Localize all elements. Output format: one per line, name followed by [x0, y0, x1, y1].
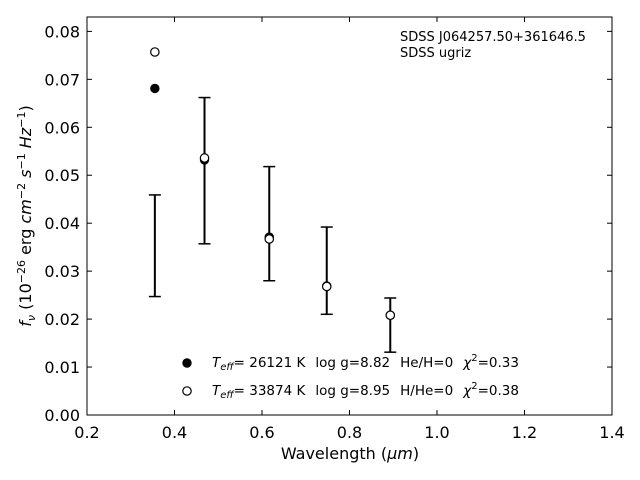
annotation-object-name: SDSS J064257.50+361646.5 — [400, 30, 586, 45]
x-tick-label: 1.2 — [512, 423, 537, 442]
x-tick-label: 1.4 — [599, 423, 624, 442]
y-axis-label: fν (10−26 erg cm−2 s−1 Hz−1) — [15, 105, 38, 326]
x-tick-label: 0.8 — [337, 423, 362, 442]
y-tick-label: 0.00 — [44, 406, 80, 425]
model-point-filled — [150, 83, 160, 94]
y-tick-label: 0.01 — [44, 358, 80, 377]
y-tick-label: 0.04 — [44, 214, 80, 233]
x-tick-label: 0.6 — [249, 423, 274, 442]
plot-frame — [86, 16, 613, 416]
data-points — [150, 47, 396, 321]
annotation-filters: SDSS ugriz — [400, 46, 471, 61]
y-tick-label: 0.05 — [44, 166, 80, 185]
x-axis-label: Wavelength (μm) — [281, 444, 419, 463]
model-point-open — [385, 310, 396, 321]
legend-marker-filled — [182, 358, 192, 368]
x-tick-label: 1.0 — [424, 423, 449, 442]
model-point-open — [150, 47, 160, 57]
legend-marker-open — [182, 386, 192, 396]
axis-ticks: 0.2 0.4 0.6 0.8 1.0 1.2 1.4 0.00 0.01 0.02 0.03 0.0… — [44, 17, 625, 442]
y-tick-label: 0.08 — [44, 22, 80, 41]
model-point-open — [321, 281, 332, 292]
x-tick-label: 0.2 — [74, 423, 99, 442]
y-tick-label: 0.06 — [44, 118, 80, 137]
y-tick-label: 0.02 — [44, 310, 80, 329]
error-bars — [148, 96, 397, 353]
model-point-open — [264, 234, 275, 244]
y-tick-label: 0.07 — [44, 70, 80, 89]
model-point-open — [199, 153, 210, 163]
y-tick-label: 0.03 — [44, 262, 80, 281]
x-tick-label: 0.4 — [162, 423, 187, 442]
